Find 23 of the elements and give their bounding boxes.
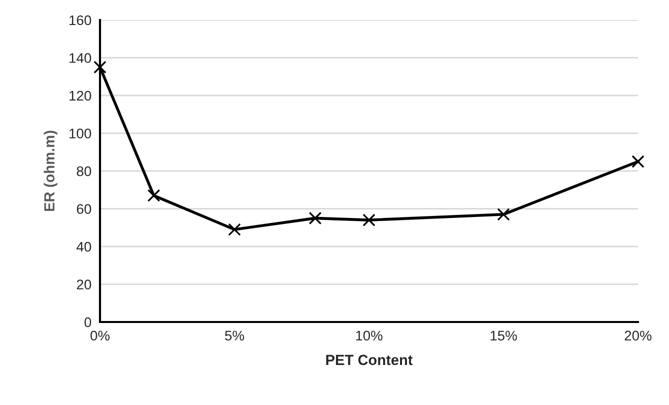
point xyxy=(94,60,106,74)
y-tick-label: 40 xyxy=(76,242,92,252)
x-tick-label: 15% xyxy=(490,330,517,341)
point xyxy=(228,223,241,236)
x-tick-label: 0% xyxy=(90,330,110,341)
y-axis-title: ER (ohm.m) xyxy=(44,130,58,211)
x-tick-label: 5% xyxy=(225,330,244,341)
point xyxy=(362,214,376,226)
point xyxy=(632,155,644,168)
point xyxy=(147,189,160,202)
y-tick-label: 120 xyxy=(70,90,92,101)
x-tick-label: 10% xyxy=(356,330,382,341)
y-tick-label: 80 xyxy=(76,166,92,176)
y-tick-label: 60 xyxy=(76,204,92,214)
x-axis-title: PET Content xyxy=(326,354,413,366)
y-tick-label: 0 xyxy=(84,317,92,328)
y-tick-label: 20 xyxy=(76,280,92,290)
point xyxy=(308,212,322,225)
x-tick-label: 20% xyxy=(624,330,652,341)
y-tick-label: 100 xyxy=(70,128,92,138)
point xyxy=(497,208,510,221)
y-tick-label: 160 xyxy=(70,15,92,26)
y-tick-label: 140 xyxy=(70,53,92,63)
